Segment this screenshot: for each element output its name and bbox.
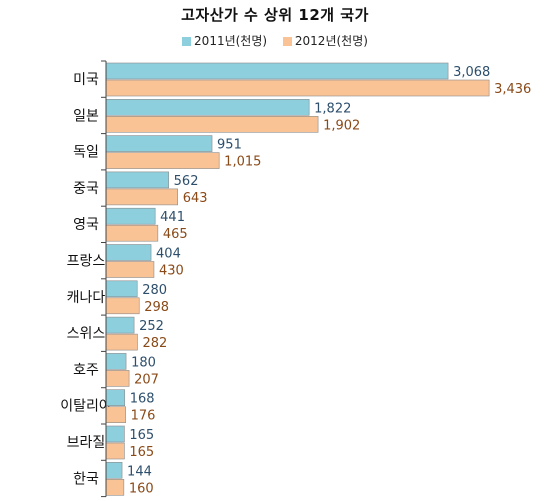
category-label-cat-7: 스위스 [67,326,106,342]
legend-item-2012: 2012년(천명) [282,32,368,49]
data-label-2011-cat-4: 441 [160,210,185,225]
category-label-cat-5: 프랑스 [67,254,106,270]
data-label-2011-cat-3: 562 [174,174,199,189]
category-label-cat-8: 호주 [73,362,99,378]
category-label-cat-3: 중국 [73,181,99,197]
legend-label-2011: 2011년(천명) [194,34,268,48]
category-label-cat-0: 미국 [73,72,99,88]
category-label-cat-6: 캐나다 [67,290,106,306]
category-label-cat-4: 영국 [73,217,99,233]
data-label-2012-cat-2: 1,015 [224,155,261,170]
bar-2011-cat-8 [105,353,127,370]
legend-item-2011: 2011년(천명) [182,32,267,49]
bar-2011-cat-0 [105,62,449,80]
data-label-2011-cat-7: 252 [139,319,164,334]
data-label-2012-cat-9: 176 [131,409,156,424]
bar-2012-cat-6 [105,297,140,315]
data-label-2011-cat-8: 180 [131,355,156,370]
bar-2011-cat-10 [105,425,125,443]
bar-2011-cat-6 [105,280,138,298]
data-label-2011-cat-10: 165 [129,428,154,443]
data-label-2011-cat-0: 3,068 [453,65,490,80]
data-label-2011-cat-11: 144 [127,464,152,479]
data-label-2011-cat-1: 1,822 [314,101,351,116]
data-label-2012-cat-8: 207 [134,372,159,387]
legend-label-2012: 2012년(천명) [294,34,368,48]
bar-2011-cat-4 [105,207,156,225]
bar-2011-cat-1 [105,99,310,116]
category-label-cat-2: 독일 [73,145,99,161]
legend-swatch-2011 [182,37,192,46]
data-label-2012-cat-11: 160 [129,481,154,496]
bar-2011-cat-11 [105,461,123,479]
bar-2012-cat-5 [105,261,155,278]
data-label-2012-cat-3: 643 [183,191,208,206]
category-label-cat-1: 일본 [73,108,99,124]
data-label-2011-cat-5: 404 [156,247,181,262]
category-label-cat-10: 브라질 [67,435,106,451]
legend: 2011년(천명) 2012년(천명) [0,32,550,49]
bar-2012-cat-8 [105,370,130,387]
data-label-2012-cat-4: 465 [163,227,188,242]
bar-2012-cat-4 [105,224,159,242]
category-label-cat-11: 한국 [73,471,99,487]
bar-2011-cat-5 [105,244,152,261]
data-label-2012-cat-5: 430 [159,264,184,279]
chart-title: 고자산가 수 상위 12개 국가 [181,6,369,24]
legend-swatch-2012 [282,37,292,46]
bar-2012-cat-2 [105,152,220,169]
data-label-2012-cat-7: 282 [142,336,167,351]
data-label-2012-cat-1: 1,902 [323,118,360,133]
bar-2012-cat-0 [105,79,490,97]
category-label-cat-9: 이탈리아 [60,399,112,415]
bar-2011-cat-2 [105,135,213,152]
bar-2011-cat-9 [105,389,126,407]
bar-2011-cat-3 [105,171,169,189]
data-label-2011-cat-2: 951 [217,138,242,153]
bar-2012-cat-10 [105,442,125,460]
data-label-2011-cat-6: 280 [142,283,167,298]
bar-2012-cat-3 [105,188,178,206]
bar-2012-cat-1 [105,116,319,133]
bar-2012-cat-9 [105,406,126,424]
bar-2012-cat-7 [105,333,138,351]
data-label-2012-cat-0: 3,436 [494,82,531,97]
data-label-2011-cat-9: 168 [130,392,155,407]
bar-2012-cat-11 [105,478,125,496]
bar-2011-cat-7 [105,316,135,334]
data-label-2012-cat-6: 298 [144,300,169,315]
data-label-2012-cat-10: 165 [129,445,154,460]
